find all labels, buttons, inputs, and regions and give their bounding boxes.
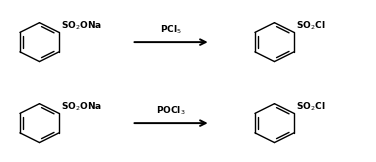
Text: SO$_2$ONa: SO$_2$ONa bbox=[61, 20, 102, 32]
Text: SO$_2$Cl: SO$_2$Cl bbox=[296, 101, 325, 113]
Text: PCl$_5$: PCl$_5$ bbox=[160, 24, 182, 36]
Text: POCl$_3$: POCl$_3$ bbox=[156, 105, 186, 117]
Text: SO$_2$ONa: SO$_2$ONa bbox=[61, 101, 102, 113]
Text: SO$_2$Cl: SO$_2$Cl bbox=[296, 20, 325, 32]
